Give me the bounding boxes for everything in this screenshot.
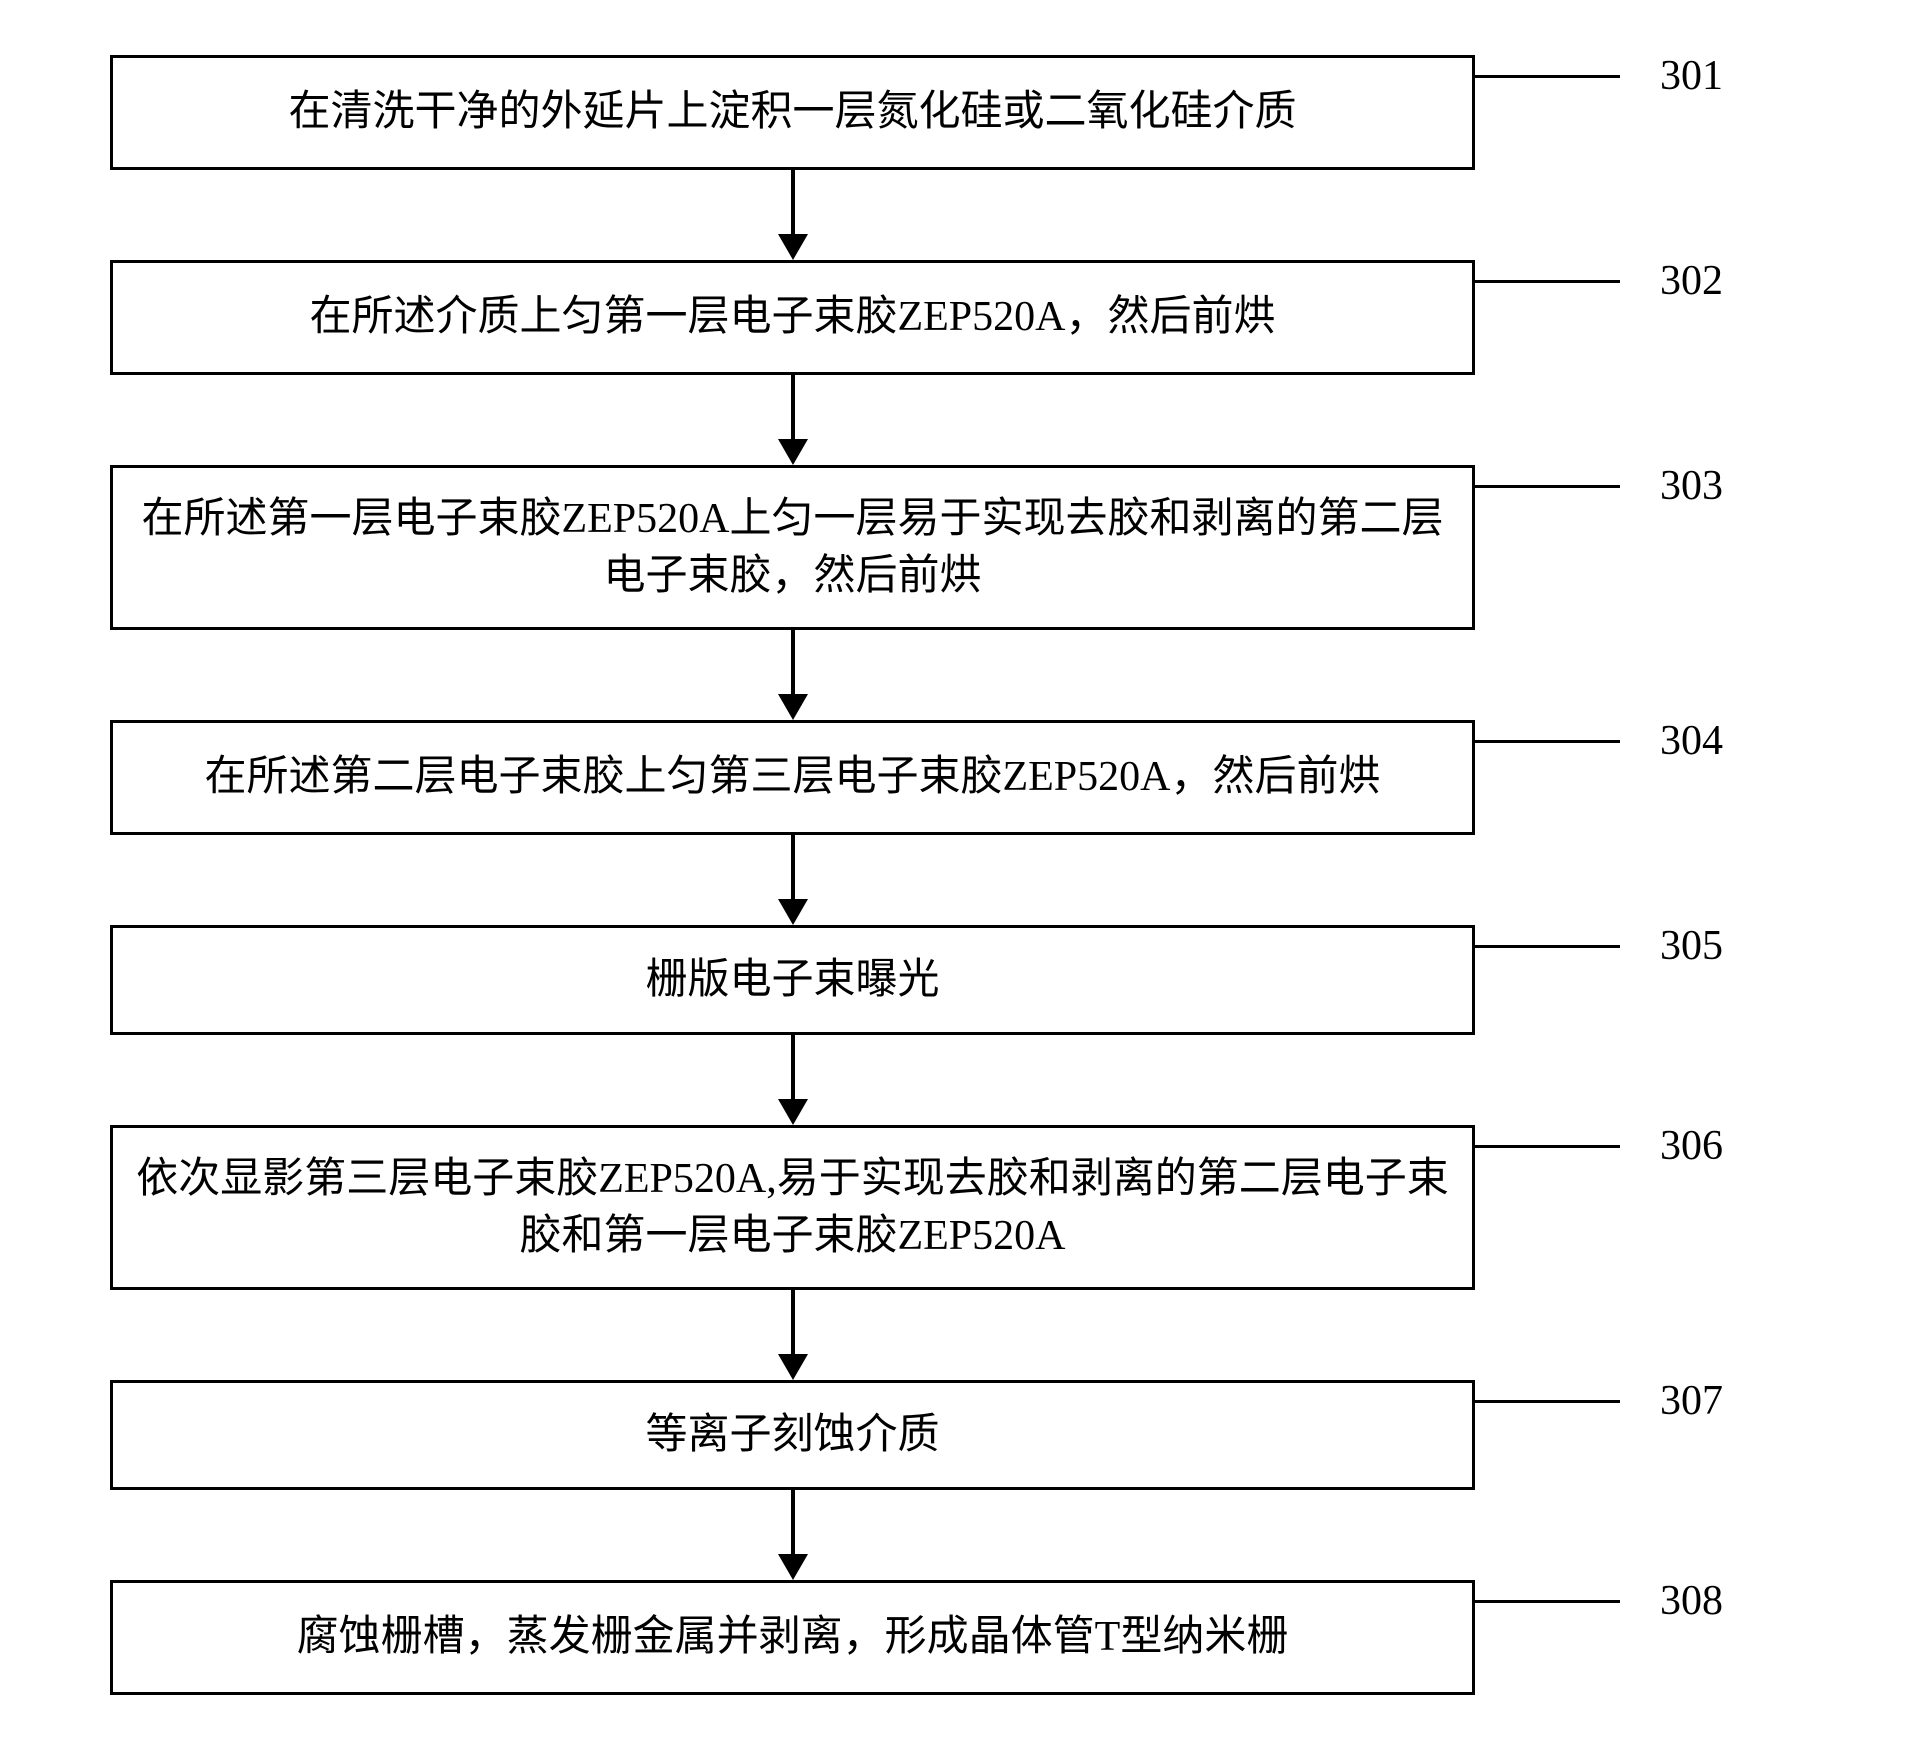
leader-line bbox=[1475, 75, 1620, 78]
leader-line bbox=[1475, 1145, 1620, 1148]
step-label-306: 306 bbox=[1660, 1122, 1723, 1170]
step-text: 栅版电子束曝光 bbox=[645, 952, 939, 1009]
arrow-head-icon bbox=[778, 1554, 808, 1580]
step-box-308: 腐蚀栅槽，蒸发栅金属并剥离，形成晶体管T型纳米栅 bbox=[110, 1580, 1475, 1695]
leader-line bbox=[1475, 740, 1620, 743]
step-box-304: 在所述第二层电子束胶上匀第三层电子束胶ZEP520A，然后前烘 bbox=[110, 720, 1475, 835]
step-text: 在所述第一层电子束胶ZEP520A上匀一层易于实现去胶和剥离的第二层电子束胶，然… bbox=[133, 491, 1452, 604]
step-label-307: 307 bbox=[1660, 1377, 1723, 1425]
arrow-head-icon bbox=[778, 1354, 808, 1380]
step-box-306: 依次显影第三层电子束胶ZEP520A,易于实现去胶和剥离的第二层电子束胶和第一层… bbox=[110, 1125, 1475, 1290]
arrow-shaft bbox=[791, 835, 795, 899]
step-label-308: 308 bbox=[1660, 1577, 1723, 1625]
step-box-302: 在所述介质上匀第一层电子束胶ZEP520A，然后前烘 bbox=[110, 260, 1475, 375]
step-label-304: 304 bbox=[1660, 717, 1723, 765]
leader-line bbox=[1475, 1400, 1620, 1403]
leader-line bbox=[1475, 945, 1620, 948]
arrow-shaft bbox=[791, 1290, 795, 1354]
arrow-shaft bbox=[791, 170, 795, 234]
arrow-shaft bbox=[791, 375, 795, 439]
flowchart-canvas: 在清洗干净的外延片上淀积一层氮化硅或二氧化硅介质 301 在所述介质上匀第一层电子束… bbox=[0, 0, 1928, 1740]
step-label-303: 303 bbox=[1660, 462, 1723, 510]
step-box-301: 在清洗干净的外延片上淀积一层氮化硅或二氧化硅介质 bbox=[110, 55, 1475, 170]
step-label-301: 301 bbox=[1660, 52, 1723, 100]
arrow-head-icon bbox=[778, 694, 808, 720]
arrow-head-icon bbox=[778, 439, 808, 465]
arrow-shaft bbox=[791, 1490, 795, 1554]
arrow-shaft bbox=[791, 630, 795, 694]
step-text: 在清洗干净的外延片上淀积一层氮化硅或二氧化硅介质 bbox=[288, 84, 1296, 141]
step-box-305: 栅版电子束曝光 bbox=[110, 925, 1475, 1035]
step-text: 依次显影第三层电子束胶ZEP520A,易于实现去胶和剥离的第二层电子束胶和第一层… bbox=[133, 1151, 1452, 1264]
arrow-head-icon bbox=[778, 1099, 808, 1125]
arrow-head-icon bbox=[778, 234, 808, 260]
step-text: 腐蚀栅槽，蒸发栅金属并剥离，形成晶体管T型纳米栅 bbox=[297, 1609, 1289, 1666]
step-box-307: 等离子刻蚀介质 bbox=[110, 1380, 1475, 1490]
step-text: 在所述第二层电子束胶上匀第三层电子束胶ZEP520A，然后前烘 bbox=[204, 749, 1380, 806]
step-box-303: 在所述第一层电子束胶ZEP520A上匀一层易于实现去胶和剥离的第二层电子束胶，然… bbox=[110, 465, 1475, 630]
step-text: 等离子刻蚀介质 bbox=[645, 1407, 939, 1464]
step-text: 在所述介质上匀第一层电子束胶ZEP520A，然后前烘 bbox=[309, 289, 1275, 346]
arrow-head-icon bbox=[778, 899, 808, 925]
arrow-shaft bbox=[791, 1035, 795, 1099]
step-label-305: 305 bbox=[1660, 922, 1723, 970]
leader-line bbox=[1475, 280, 1620, 283]
leader-line bbox=[1475, 485, 1620, 488]
step-label-302: 302 bbox=[1660, 257, 1723, 305]
leader-line bbox=[1475, 1600, 1620, 1603]
